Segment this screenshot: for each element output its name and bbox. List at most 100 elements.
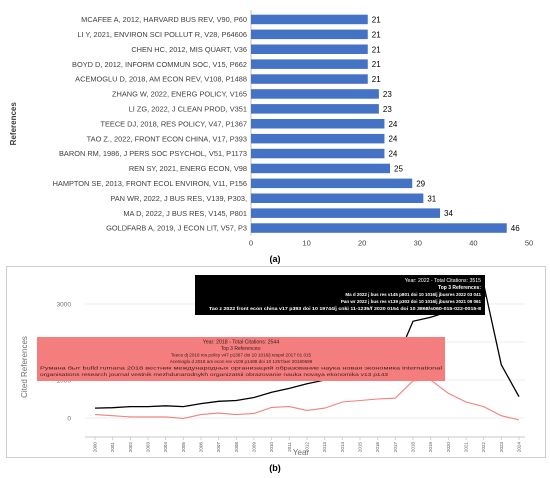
- bar: [251, 223, 507, 233]
- category-label: HAMPTON SE, 2013, FRONT ECOL ENVIRON, V1…: [53, 179, 247, 188]
- tooltip-2022-subtitle: Top 3 References:: [438, 285, 481, 291]
- x-tick-label: 2004: [163, 442, 168, 453]
- x-tick-label: 2011: [287, 442, 292, 452]
- panel-b: 0100020003000200020012002200320042005200…: [6, 266, 546, 458]
- category-label: CHEN HC, 2012, MIS QUART, V36: [131, 45, 247, 54]
- x-tick-label: 2022: [481, 442, 486, 453]
- x-tick-label: 2020: [446, 442, 451, 453]
- x-tick-label: 2000: [93, 442, 98, 453]
- x-axis-title: Year: [293, 448, 310, 457]
- bar: [251, 208, 441, 218]
- category-label: MA D, 2022, J BUS RES, V145, P801: [123, 209, 247, 218]
- caption-b: (b): [269, 463, 281, 473]
- x-tick-label: 2005: [181, 442, 186, 453]
- x-tick-label: 2023: [499, 442, 504, 453]
- bar: [251, 89, 379, 99]
- tooltip-2022-reference: Tao z 2022 front econ china v17 p393 doi…: [209, 306, 482, 311]
- category-label: LI Y, 2021, ENVIRON SCI POLLUT R, V28, P…: [77, 30, 247, 39]
- bar: [251, 29, 368, 40]
- bar: [251, 74, 368, 84]
- category-label: MCAFEE A, 2012, HARVARD BUS REV, V90, P6…: [81, 15, 247, 24]
- bar-value-label: 31: [427, 194, 436, 203]
- x-tick-label: 2021: [464, 442, 469, 453]
- y-axis-title: References: [9, 102, 18, 146]
- x-tick-label: 2015: [358, 442, 363, 453]
- category-label: TEECE DJ, 2018, RES POLICY, V47, P1367: [100, 119, 247, 128]
- y-axis-title: Cited References: [20, 336, 29, 398]
- bar: [251, 119, 385, 129]
- x-tick-label: 50: [525, 239, 533, 248]
- x-tick-label: 2019: [428, 442, 433, 453]
- x-tick-label: 40: [469, 239, 477, 248]
- bar: [251, 163, 390, 174]
- tooltip-2022-title: Year: 2022 - Total Citations: 3515: [405, 278, 482, 284]
- x-tick-label: 2009: [252, 442, 257, 453]
- x-tick-label: 2024: [517, 442, 522, 453]
- x-tick-label: 10: [302, 239, 310, 248]
- bar: [251, 104, 379, 114]
- tooltip-2022-pointer: [483, 284, 486, 298]
- y-tick-label: 3000: [57, 302, 72, 309]
- panel-a: MCAFEE A, 2012, HARVARD BUS REV, V90, P6…: [6, 4, 544, 263]
- bar-value-label: 24: [388, 120, 397, 129]
- x-tick-label: 20: [358, 239, 366, 248]
- tooltip-2022-box: [195, 275, 485, 315]
- x-tick-label: 2018: [411, 442, 416, 453]
- y-tick-label: 0: [67, 416, 71, 423]
- bar-value-label: 21: [372, 30, 381, 39]
- x-tick-label: 2014: [340, 442, 345, 453]
- category-label: GOLDFARB A, 2019, J ECON LIT, V57, P3: [106, 224, 247, 233]
- tooltip-2018-reference: Acemoglu d 2018 am econ rev v108 p1488 d…: [170, 359, 313, 364]
- x-tick-label: 2002: [128, 442, 133, 453]
- category-label: BARON RM, 1986, J PERS SOC PSYCHOL, V51,…: [59, 149, 247, 158]
- bar-value-label: 24: [388, 150, 397, 159]
- category-label: BOYD D, 2012, INFORM COMMUN SOC, V15, P6…: [72, 60, 247, 69]
- x-tick-label: 2010: [269, 442, 274, 453]
- cited-references-line-chart: 0100020003000200020012002200320042005200…: [20, 275, 525, 457]
- bar-value-label: 21: [372, 60, 381, 69]
- bar: [251, 59, 368, 69]
- x-tick-label: 2012: [305, 442, 310, 453]
- category-label: ACEMOGLU D, 2018, AM ECON REV, V108, P14…: [75, 75, 247, 84]
- bar-value-label: 21: [372, 75, 381, 84]
- x-tick-label: 0: [249, 239, 253, 248]
- bar: [251, 178, 413, 189]
- local-citations-bar-chart: MCAFEE A, 2012, HARVARD BUS REV, V90, P6…: [9, 10, 533, 263]
- x-tick-label: 2006: [199, 442, 204, 453]
- bar-value-label: 24: [388, 135, 397, 144]
- category-label: ZHANG W, 2022, ENERG POLICY, V165: [112, 90, 247, 99]
- bar-value-label: 34: [444, 209, 453, 218]
- tooltip-2022-reference: Ma d 2022 j bus res v145 p801 doi 10 101…: [345, 292, 481, 297]
- x-tick-label: 2008: [234, 442, 239, 453]
- caption-a: (a): [269, 254, 281, 264]
- x-tick-label: 2013: [322, 442, 327, 453]
- bar-value-label: 21: [372, 45, 381, 54]
- tooltip-2018-reference-wrapped: Румана быт bulld rumana 2018 вестник меж…: [40, 365, 442, 378]
- bar: [251, 44, 368, 54]
- bar-value-label: 23: [383, 105, 392, 114]
- secondary-citations-line: [94, 379, 520, 421]
- category-label: REN SY, 2021, ENERG ECON, V98: [129, 164, 247, 173]
- x-tick-label: 2001: [110, 442, 115, 453]
- tooltip-2018-subtitle: Top 3 References:: [221, 346, 262, 352]
- category-label: PAN WR, 2022, J BUS RES, V139, P303,: [110, 194, 247, 203]
- x-tick-label: 2017: [393, 442, 398, 453]
- bar: [251, 133, 385, 144]
- bar: [251, 14, 368, 25]
- bar-value-label: 29: [416, 179, 425, 188]
- bar-value-label: 25: [394, 164, 403, 173]
- x-tick-label: 2007: [216, 442, 221, 453]
- tooltip-2022-reference: Pan wr 2022 j bus res v139 p303 doi 10 1…: [341, 299, 482, 304]
- x-tick-label: 30: [414, 239, 422, 248]
- x-tick-label: 2003: [146, 442, 151, 453]
- bar-value-label: 21: [372, 15, 381, 24]
- bar-value-label: 23: [383, 90, 392, 99]
- tooltip-2018-box: [37, 337, 445, 381]
- bar: [251, 148, 385, 159]
- category-label: TAO Z., 2022, FRONT ECON CHINA, V17, P39…: [87, 134, 247, 143]
- bar: [251, 193, 424, 203]
- tooltip-2018-title: Year: 2018 - Total Citations: 2544: [203, 340, 280, 346]
- category-label: LI ZG, 2022, J CLEAN PROD, V351: [129, 104, 247, 113]
- bar-value-label: 46: [511, 224, 520, 233]
